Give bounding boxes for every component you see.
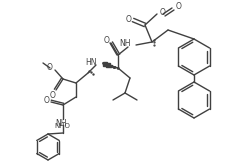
Text: O: O bbox=[50, 90, 56, 99]
Text: O: O bbox=[104, 35, 110, 44]
Text: O: O bbox=[160, 8, 166, 16]
Text: O: O bbox=[47, 62, 53, 71]
Text: NH: NH bbox=[55, 118, 67, 128]
Text: NH: NH bbox=[120, 38, 131, 47]
Text: NHO: NHO bbox=[54, 123, 70, 129]
Text: O: O bbox=[126, 14, 132, 24]
Text: O: O bbox=[176, 1, 182, 10]
Text: O: O bbox=[44, 95, 50, 104]
Text: HN: HN bbox=[85, 57, 97, 66]
